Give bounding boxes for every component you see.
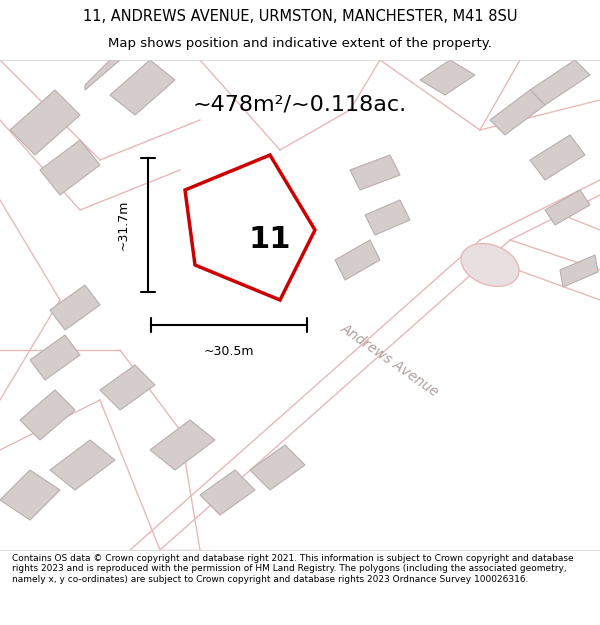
Polygon shape: [490, 90, 545, 135]
Polygon shape: [150, 420, 215, 470]
Polygon shape: [530, 135, 585, 180]
Polygon shape: [200, 470, 255, 515]
Polygon shape: [110, 60, 175, 115]
Polygon shape: [100, 365, 155, 410]
Polygon shape: [50, 285, 100, 330]
Text: Andrews Avenue: Andrews Avenue: [338, 321, 442, 399]
Text: ~31.7m: ~31.7m: [117, 200, 130, 250]
Polygon shape: [30, 335, 80, 380]
Text: Contains OS data © Crown copyright and database right 2021. This information is : Contains OS data © Crown copyright and d…: [12, 554, 574, 584]
Polygon shape: [420, 60, 475, 95]
Text: ~30.5m: ~30.5m: [204, 345, 254, 358]
Polygon shape: [10, 90, 80, 155]
Text: 11: 11: [249, 226, 291, 254]
Polygon shape: [545, 190, 590, 225]
Polygon shape: [335, 240, 380, 280]
Polygon shape: [530, 60, 590, 105]
Polygon shape: [40, 140, 100, 195]
Polygon shape: [365, 200, 410, 235]
Polygon shape: [0, 470, 60, 520]
Text: Map shows position and indicative extent of the property.: Map shows position and indicative extent…: [108, 37, 492, 50]
Ellipse shape: [461, 244, 519, 286]
Text: 11, ANDREWS AVENUE, URMSTON, MANCHESTER, M41 8SU: 11, ANDREWS AVENUE, URMSTON, MANCHESTER,…: [83, 9, 517, 24]
Polygon shape: [185, 155, 315, 300]
Polygon shape: [50, 440, 115, 490]
Text: ~478m²/~0.118ac.: ~478m²/~0.118ac.: [193, 95, 407, 115]
Polygon shape: [350, 155, 400, 190]
Polygon shape: [85, 60, 120, 90]
Polygon shape: [560, 255, 598, 287]
Polygon shape: [20, 390, 75, 440]
Polygon shape: [250, 445, 305, 490]
